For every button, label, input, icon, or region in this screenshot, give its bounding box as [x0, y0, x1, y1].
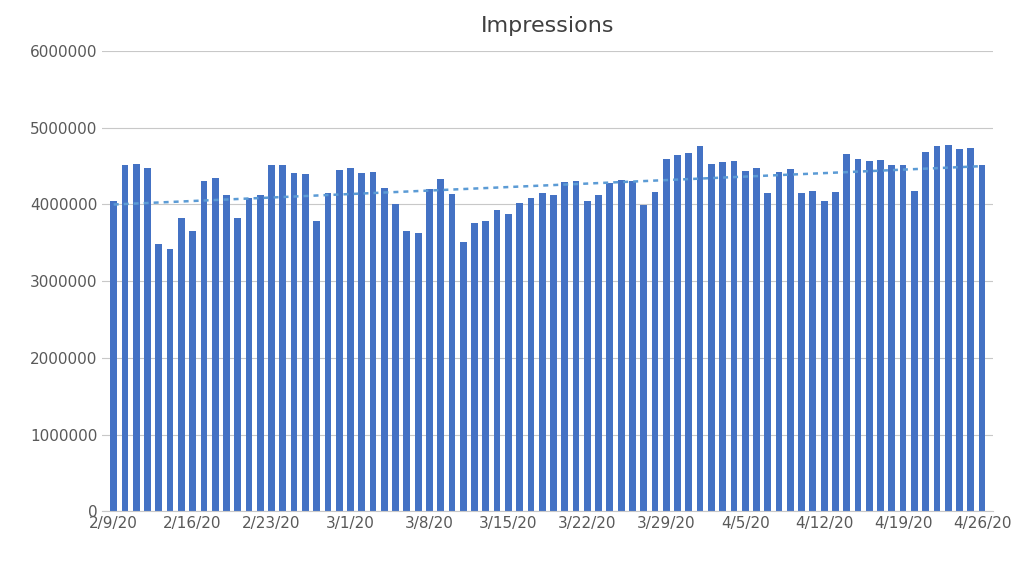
- Bar: [595, 194, 602, 511]
- Bar: [449, 194, 456, 511]
- Bar: [505, 215, 512, 511]
- Bar: [133, 164, 139, 511]
- Bar: [403, 231, 411, 511]
- Bar: [415, 233, 422, 511]
- Bar: [167, 249, 173, 511]
- Bar: [426, 189, 433, 511]
- Bar: [482, 222, 489, 511]
- Bar: [889, 165, 895, 511]
- Bar: [178, 218, 184, 511]
- Bar: [347, 168, 354, 511]
- Bar: [471, 223, 478, 511]
- Bar: [741, 171, 749, 511]
- Bar: [651, 192, 658, 511]
- Bar: [336, 170, 343, 511]
- Bar: [911, 191, 918, 511]
- Bar: [764, 193, 771, 511]
- Bar: [708, 164, 715, 511]
- Bar: [291, 173, 298, 511]
- Bar: [606, 183, 613, 511]
- Bar: [730, 161, 737, 511]
- Bar: [111, 201, 117, 511]
- Bar: [775, 172, 782, 511]
- Bar: [934, 146, 940, 511]
- Bar: [798, 193, 805, 511]
- Bar: [144, 169, 151, 511]
- Bar: [325, 193, 332, 511]
- Bar: [979, 165, 985, 511]
- Bar: [189, 231, 196, 511]
- Bar: [900, 165, 906, 511]
- Bar: [572, 181, 580, 511]
- Bar: [212, 178, 218, 511]
- Bar: [494, 210, 501, 511]
- Bar: [809, 191, 816, 511]
- Bar: [257, 195, 263, 511]
- Bar: [381, 189, 388, 511]
- Bar: [878, 160, 884, 511]
- Bar: [460, 242, 467, 511]
- Bar: [866, 161, 872, 511]
- Bar: [786, 169, 794, 511]
- Title: Impressions: Impressions: [481, 16, 614, 36]
- Bar: [246, 198, 252, 511]
- Bar: [280, 165, 287, 511]
- Bar: [833, 192, 839, 511]
- Bar: [268, 165, 274, 511]
- Bar: [844, 154, 850, 511]
- Bar: [437, 179, 444, 511]
- Bar: [550, 194, 557, 511]
- Bar: [370, 172, 377, 511]
- Bar: [234, 218, 241, 511]
- Bar: [855, 159, 861, 511]
- Bar: [539, 193, 546, 511]
- Bar: [945, 145, 951, 511]
- Bar: [663, 159, 670, 511]
- Bar: [685, 153, 692, 511]
- Bar: [696, 146, 703, 511]
- Bar: [358, 173, 366, 511]
- Bar: [201, 181, 207, 511]
- Bar: [527, 198, 535, 511]
- Bar: [313, 222, 321, 511]
- Bar: [561, 182, 568, 511]
- Bar: [392, 204, 399, 511]
- Bar: [156, 244, 162, 511]
- Bar: [223, 195, 229, 511]
- Bar: [122, 165, 128, 511]
- Bar: [629, 181, 636, 511]
- Bar: [674, 156, 681, 511]
- Bar: [821, 202, 827, 511]
- Bar: [956, 148, 963, 511]
- Bar: [719, 161, 726, 511]
- Bar: [968, 148, 974, 511]
- Bar: [753, 168, 760, 511]
- Bar: [516, 203, 523, 511]
- Bar: [302, 174, 309, 511]
- Bar: [640, 205, 647, 511]
- Bar: [584, 201, 591, 511]
- Bar: [617, 180, 625, 511]
- Bar: [923, 152, 929, 511]
